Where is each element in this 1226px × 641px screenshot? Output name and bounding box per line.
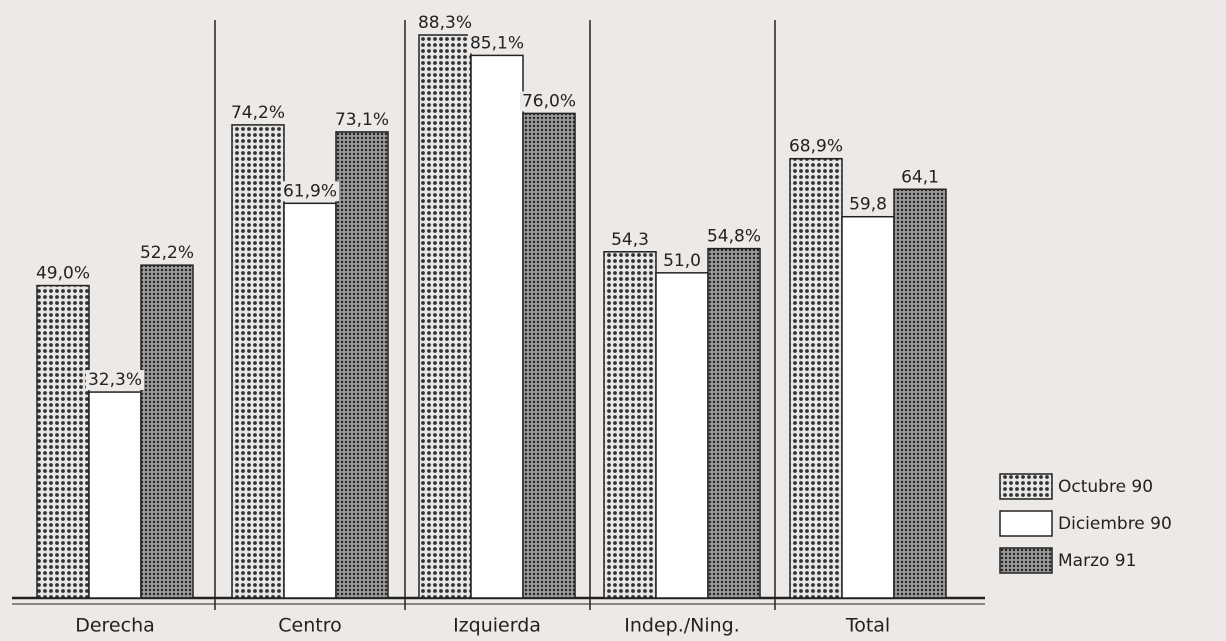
value-label-bg <box>332 109 392 130</box>
legend-label: Marzo 91 <box>1058 551 1136 571</box>
value-label: 88,3% <box>418 13 472 33</box>
value-label-bg <box>899 167 941 188</box>
value-label-bg <box>415 13 475 33</box>
bar <box>231 124 285 599</box>
value-label: 52,2% <box>140 243 194 263</box>
x-tick-label: Centro <box>278 615 341 637</box>
separators <box>214 20 776 610</box>
value-label: 54,8% <box>707 227 761 247</box>
bar <box>36 284 90 599</box>
legend-swatch <box>999 510 1053 537</box>
bar <box>655 272 709 599</box>
value-label-bg <box>519 91 579 112</box>
value-label-bg <box>33 263 93 284</box>
bar <box>88 391 142 599</box>
value-label-bg <box>786 136 846 157</box>
legend-swatch <box>999 547 1053 574</box>
bar <box>335 131 389 599</box>
bar <box>603 251 657 599</box>
bar <box>418 34 472 599</box>
value-label-bg <box>137 243 197 264</box>
x-tick-label: Total <box>845 615 890 637</box>
value-label: 59,8 <box>849 195 887 215</box>
legend-label: Octubre 90 <box>1058 477 1153 497</box>
value-label: 68,9% <box>789 137 843 157</box>
value-label: 76,0% <box>522 91 576 111</box>
value-label: 51,0 <box>663 251 701 271</box>
value-label-bg <box>704 226 764 247</box>
x-tick-label: Indep./Ning. <box>624 615 740 637</box>
bar <box>893 188 947 599</box>
legend-label: Diciembre 90 <box>1058 514 1172 534</box>
legend-swatch <box>999 473 1053 500</box>
bar <box>283 202 337 599</box>
value-label: 32,3% <box>88 370 142 390</box>
value-label: 85,1% <box>470 33 524 53</box>
x-tick-label: Izquierda <box>453 615 541 637</box>
value-label: 64,1 <box>901 167 939 187</box>
value-label: 74,2% <box>231 103 285 123</box>
bar <box>789 157 843 599</box>
value-label-bg <box>280 181 340 202</box>
value-label-bg <box>609 229 651 250</box>
value-label: 61,9% <box>283 181 337 201</box>
value-label-bg <box>467 33 527 54</box>
x-tick-label: Derecha <box>75 615 155 637</box>
bar <box>522 112 576 599</box>
value-label: 73,1% <box>335 110 389 130</box>
value-label-bg <box>228 102 288 123</box>
value-label: 49,0% <box>36 264 90 284</box>
value-label: 54,3 <box>611 230 649 250</box>
bar <box>140 264 194 599</box>
value-label-bg <box>847 194 889 215</box>
bar <box>841 215 895 599</box>
value-label-bg <box>85 370 145 391</box>
bar <box>470 54 524 599</box>
value-label-bg <box>661 250 703 271</box>
bar <box>707 247 761 599</box>
